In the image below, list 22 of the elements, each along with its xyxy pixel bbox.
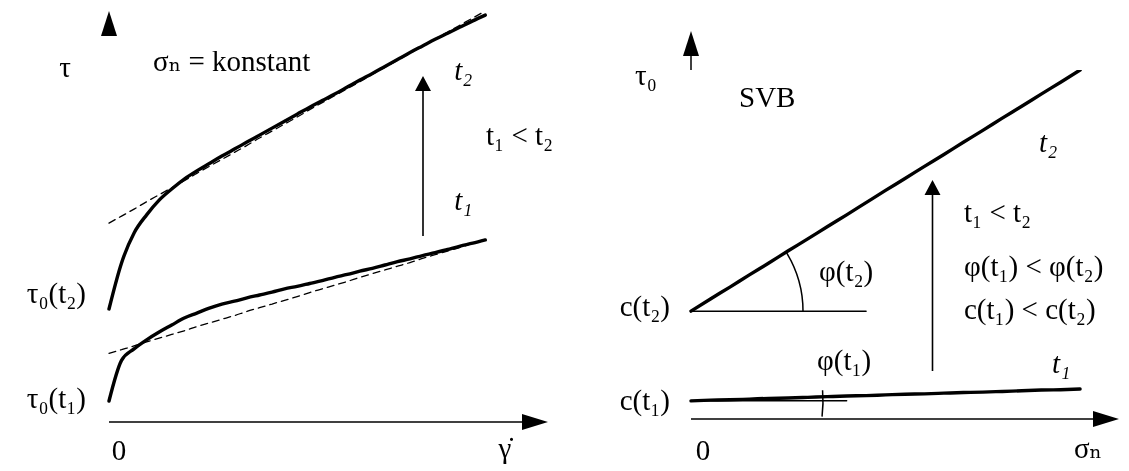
series-label: t₂ — [1039, 126, 1058, 158]
annotation: φ(t₁) — [817, 344, 872, 377]
y-axis-title: τ — [59, 51, 72, 83]
x-axis-title: γ̇ — [497, 432, 514, 464]
text: τ₀(t₂) — [26, 277, 86, 310]
text: 0 — [695, 434, 711, 466]
annotation: φ(t₂) — [819, 255, 874, 288]
annotation: t₁ < t₂ — [486, 119, 554, 151]
series-label: t₁ — [1052, 346, 1071, 379]
text: c(t₂) — [619, 290, 670, 323]
annotation: φ(t₁) < φ(t₂) — [964, 250, 1104, 283]
series-label: t₂ — [454, 54, 473, 87]
text: τ₀(t₁) — [26, 382, 86, 415]
annotation: c(t₁) < c(t₂) — [964, 293, 1096, 326]
series-label: t₁ — [454, 183, 473, 216]
text: 0 — [111, 434, 127, 466]
x-axis-title: σₙ — [1073, 432, 1103, 464]
text: c(t₁) — [619, 384, 670, 417]
annotation: t₁ < t₂ — [964, 196, 1032, 228]
annotation: σₙ = konstant — [153, 45, 311, 77]
annotation: SVB — [739, 81, 796, 113]
y-axis-title: τ₀ — [635, 59, 657, 91]
